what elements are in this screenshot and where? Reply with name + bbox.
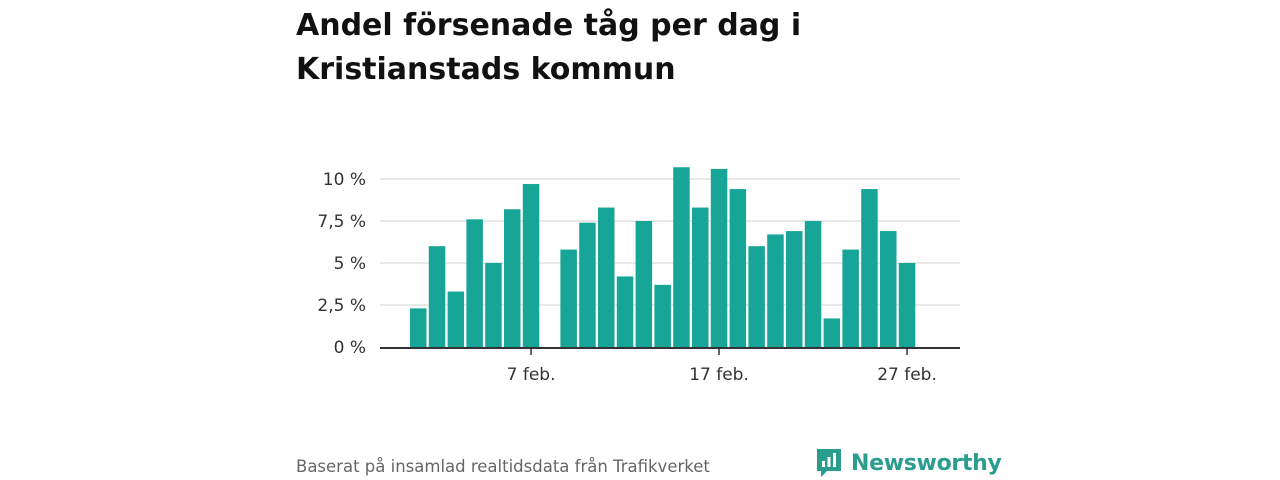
- bars: [410, 167, 916, 347]
- y-axis-ticks: 0 % 2,5 % 5 % 7,5 % 10 %: [317, 170, 366, 358]
- x-tick-label: 27 feb.: [877, 365, 937, 385]
- y-tick-label: 7,5 %: [317, 212, 366, 232]
- bar: [579, 222, 596, 347]
- bar: [898, 263, 916, 347]
- bar-chart: 0 % 2,5 % 5 % 7,5 % 10 % 7 feb. 17 feb. 27 feb…: [317, 167, 960, 385]
- bar: [729, 189, 747, 347]
- bar: [485, 263, 502, 347]
- bar: [466, 219, 483, 347]
- bar: [804, 221, 822, 347]
- bar: [692, 207, 709, 347]
- bar: [748, 246, 765, 347]
- bar: [616, 276, 634, 347]
- y-tick-label: 2,5 %: [317, 296, 366, 316]
- bar: [428, 246, 446, 347]
- bar: [823, 318, 841, 347]
- newsworthy-logo-icon: [817, 449, 841, 477]
- bar: [673, 167, 690, 347]
- bar: [710, 168, 728, 347]
- brand-name: Newsworthy: [851, 450, 1002, 476]
- brand-logo[interactable]: Newsworthy: [815, 447, 1002, 479]
- bar: [635, 221, 653, 347]
- bar: [786, 231, 803, 347]
- chart-title: Andel försenade tåg per dag i Kristianst…: [296, 8, 802, 87]
- x-tick-label: 17 feb.: [689, 365, 749, 385]
- y-tick-label: 0 %: [334, 338, 366, 358]
- bar: [447, 291, 465, 347]
- x-axis-ticks: 7 feb. 17 feb. 27 feb.: [507, 348, 937, 385]
- bar: [410, 308, 427, 347]
- bar: [842, 249, 859, 347]
- bar: [767, 234, 784, 347]
- bar: [504, 209, 521, 347]
- bar: [598, 207, 615, 347]
- x-tick-label: 7 feb.: [507, 365, 556, 385]
- y-tick-label: 5 %: [334, 254, 366, 274]
- bar: [522, 184, 540, 347]
- bar: [560, 249, 577, 347]
- bar: [654, 284, 671, 347]
- y-tick-label: 10 %: [323, 170, 366, 190]
- bar: [880, 231, 897, 347]
- bar: [861, 189, 878, 347]
- source-note: Baserat på insamlad realtidsdata från Tr…: [296, 457, 710, 476]
